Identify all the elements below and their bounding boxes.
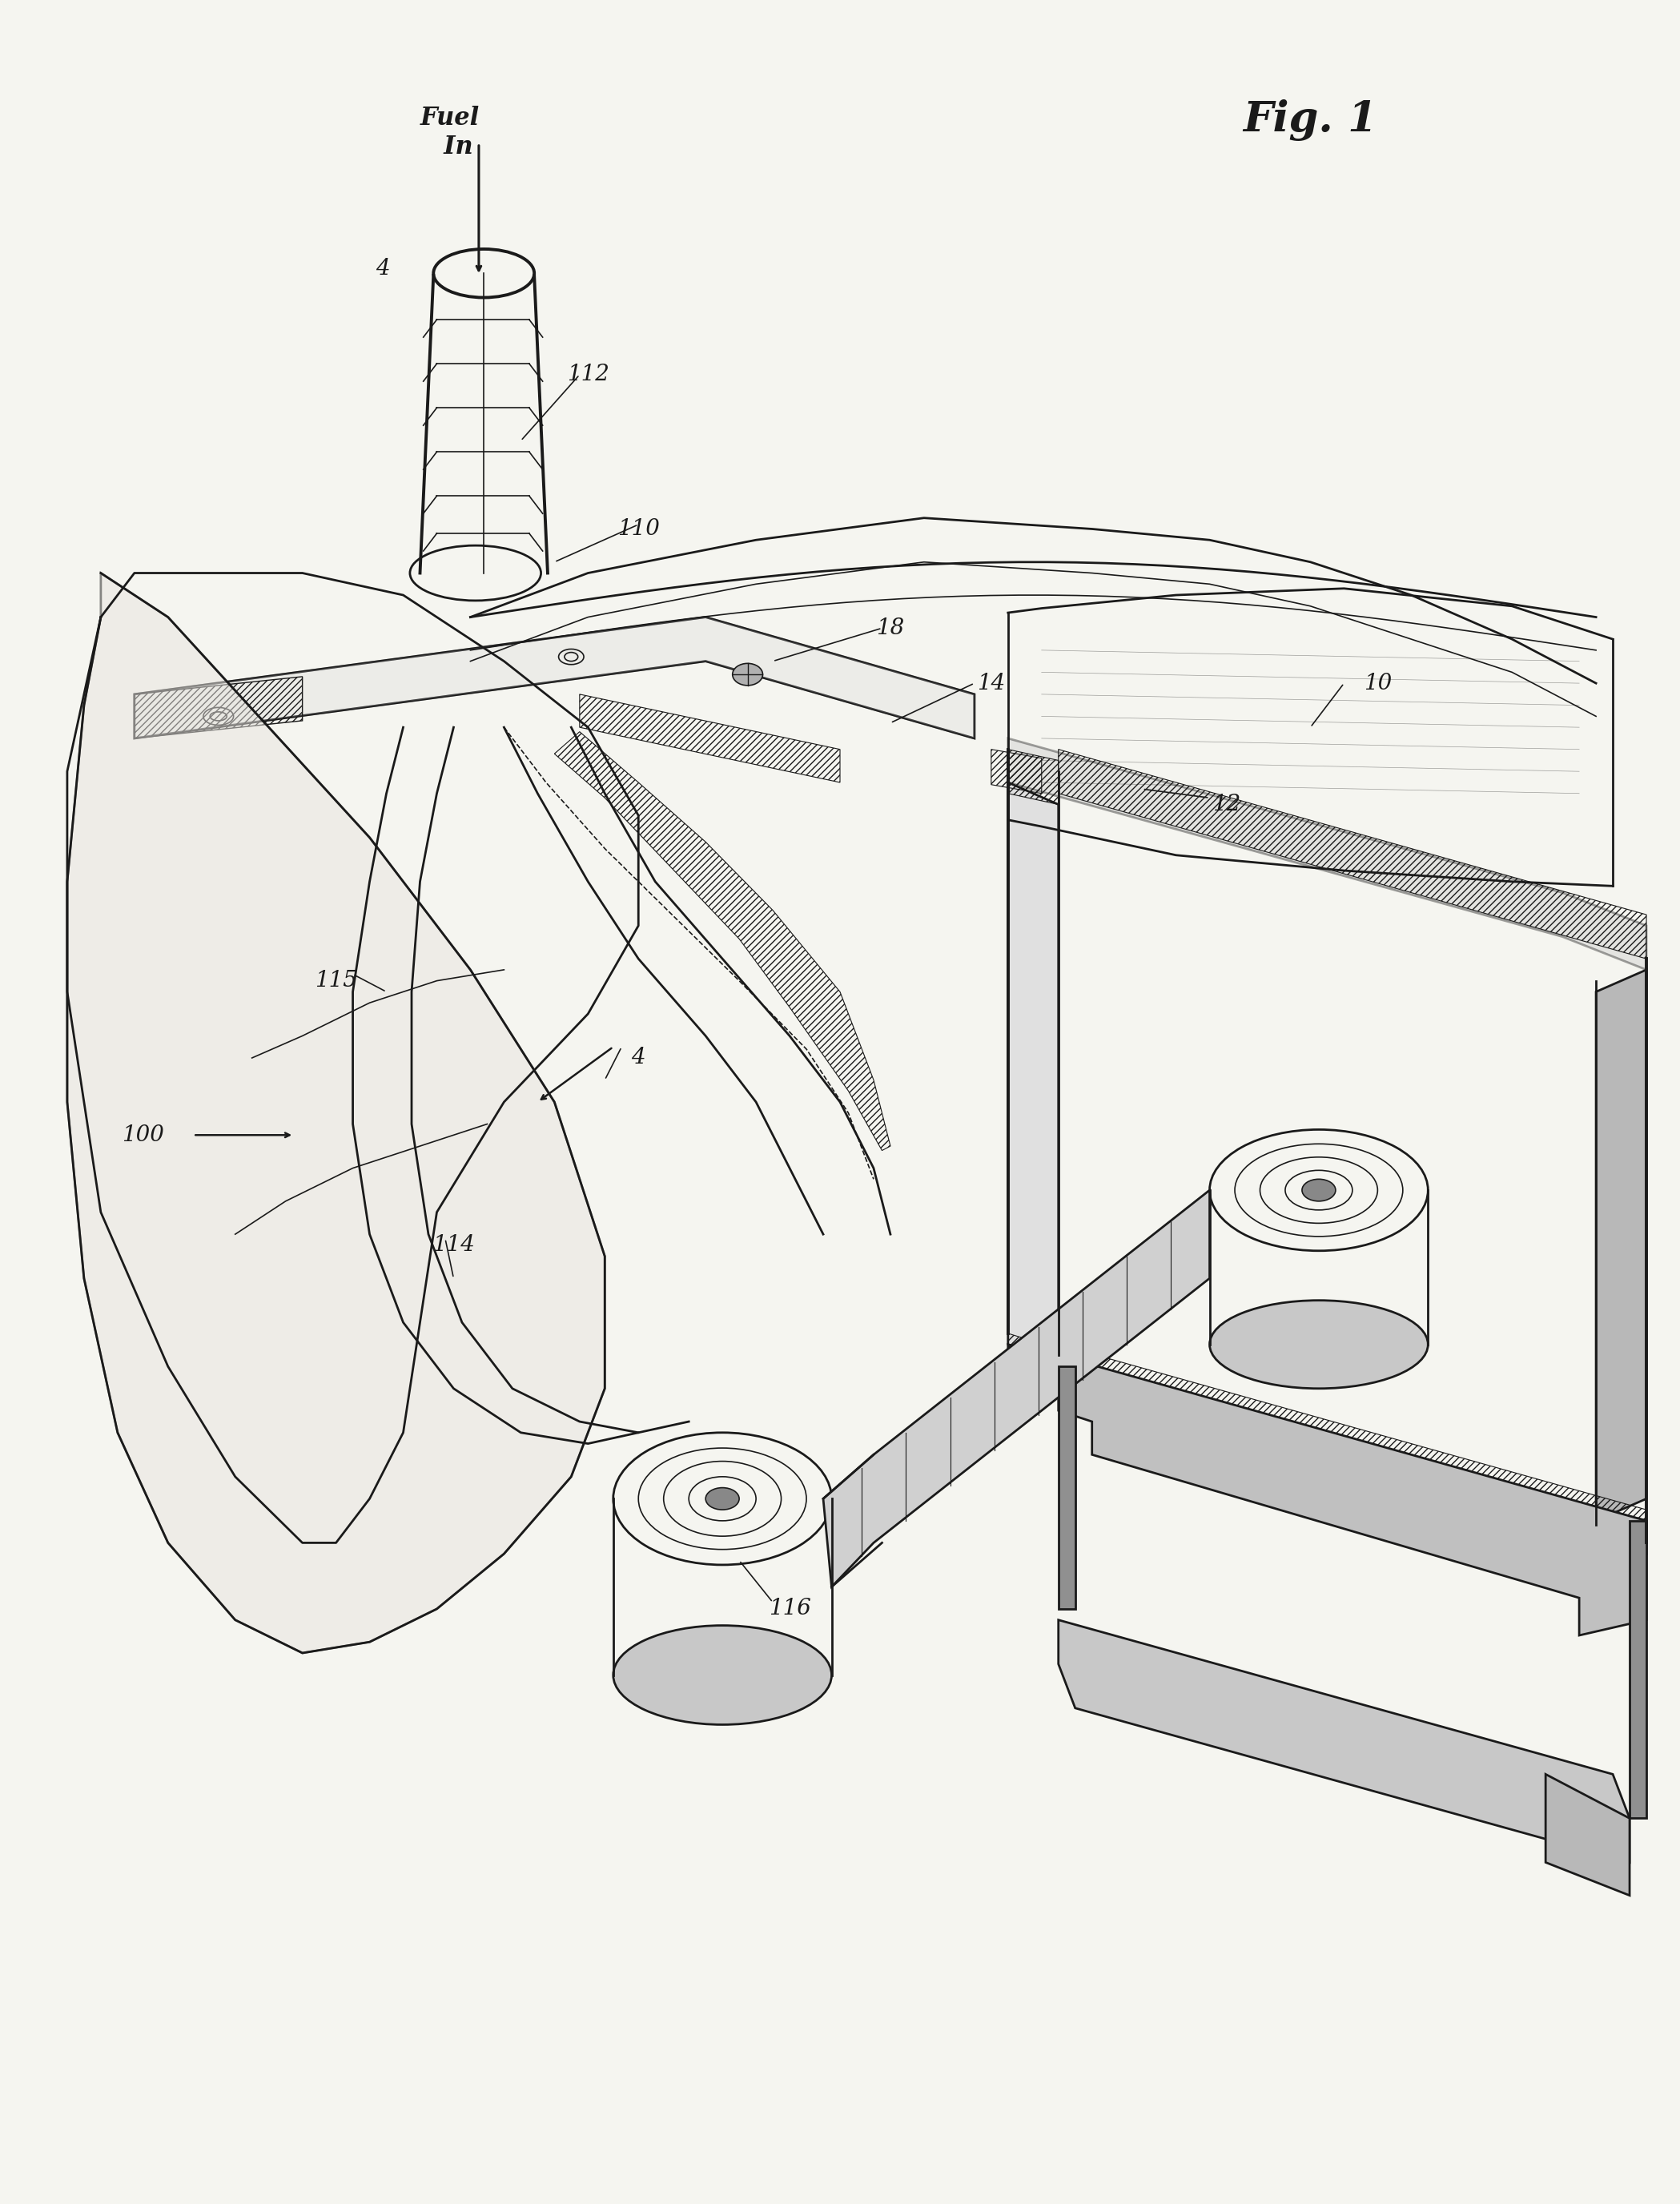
Text: 14: 14: [978, 672, 1005, 694]
Text: 115: 115: [314, 970, 358, 992]
Text: 4: 4: [376, 258, 390, 280]
Text: 112: 112: [566, 364, 610, 386]
Text: 12: 12: [1213, 793, 1240, 815]
Polygon shape: [1630, 1521, 1646, 1818]
PathPatch shape: [67, 573, 605, 1653]
Text: 4: 4: [632, 1047, 645, 1069]
Text: 110: 110: [617, 518, 660, 540]
Text: Fig. 1: Fig. 1: [1243, 99, 1378, 141]
Polygon shape: [1058, 1355, 1646, 1635]
Polygon shape: [1058, 1366, 1075, 1609]
Text: 18: 18: [877, 617, 904, 639]
Polygon shape: [1008, 782, 1058, 1366]
Text: 114: 114: [432, 1234, 475, 1256]
Text: 10: 10: [1364, 672, 1391, 694]
Ellipse shape: [613, 1627, 832, 1724]
Ellipse shape: [1302, 1179, 1336, 1201]
Ellipse shape: [1210, 1300, 1428, 1389]
Polygon shape: [134, 617, 974, 738]
Ellipse shape: [732, 663, 763, 685]
Polygon shape: [1546, 1774, 1630, 1895]
Ellipse shape: [706, 1488, 739, 1510]
Text: 100: 100: [121, 1124, 165, 1146]
Polygon shape: [823, 1190, 1210, 1587]
Text: 116: 116: [768, 1598, 811, 1620]
Polygon shape: [1596, 970, 1646, 1521]
Text: Fuel
  In: Fuel In: [420, 106, 480, 159]
Polygon shape: [1008, 1344, 1646, 1554]
Polygon shape: [1058, 1620, 1630, 1862]
Polygon shape: [1008, 738, 1646, 970]
